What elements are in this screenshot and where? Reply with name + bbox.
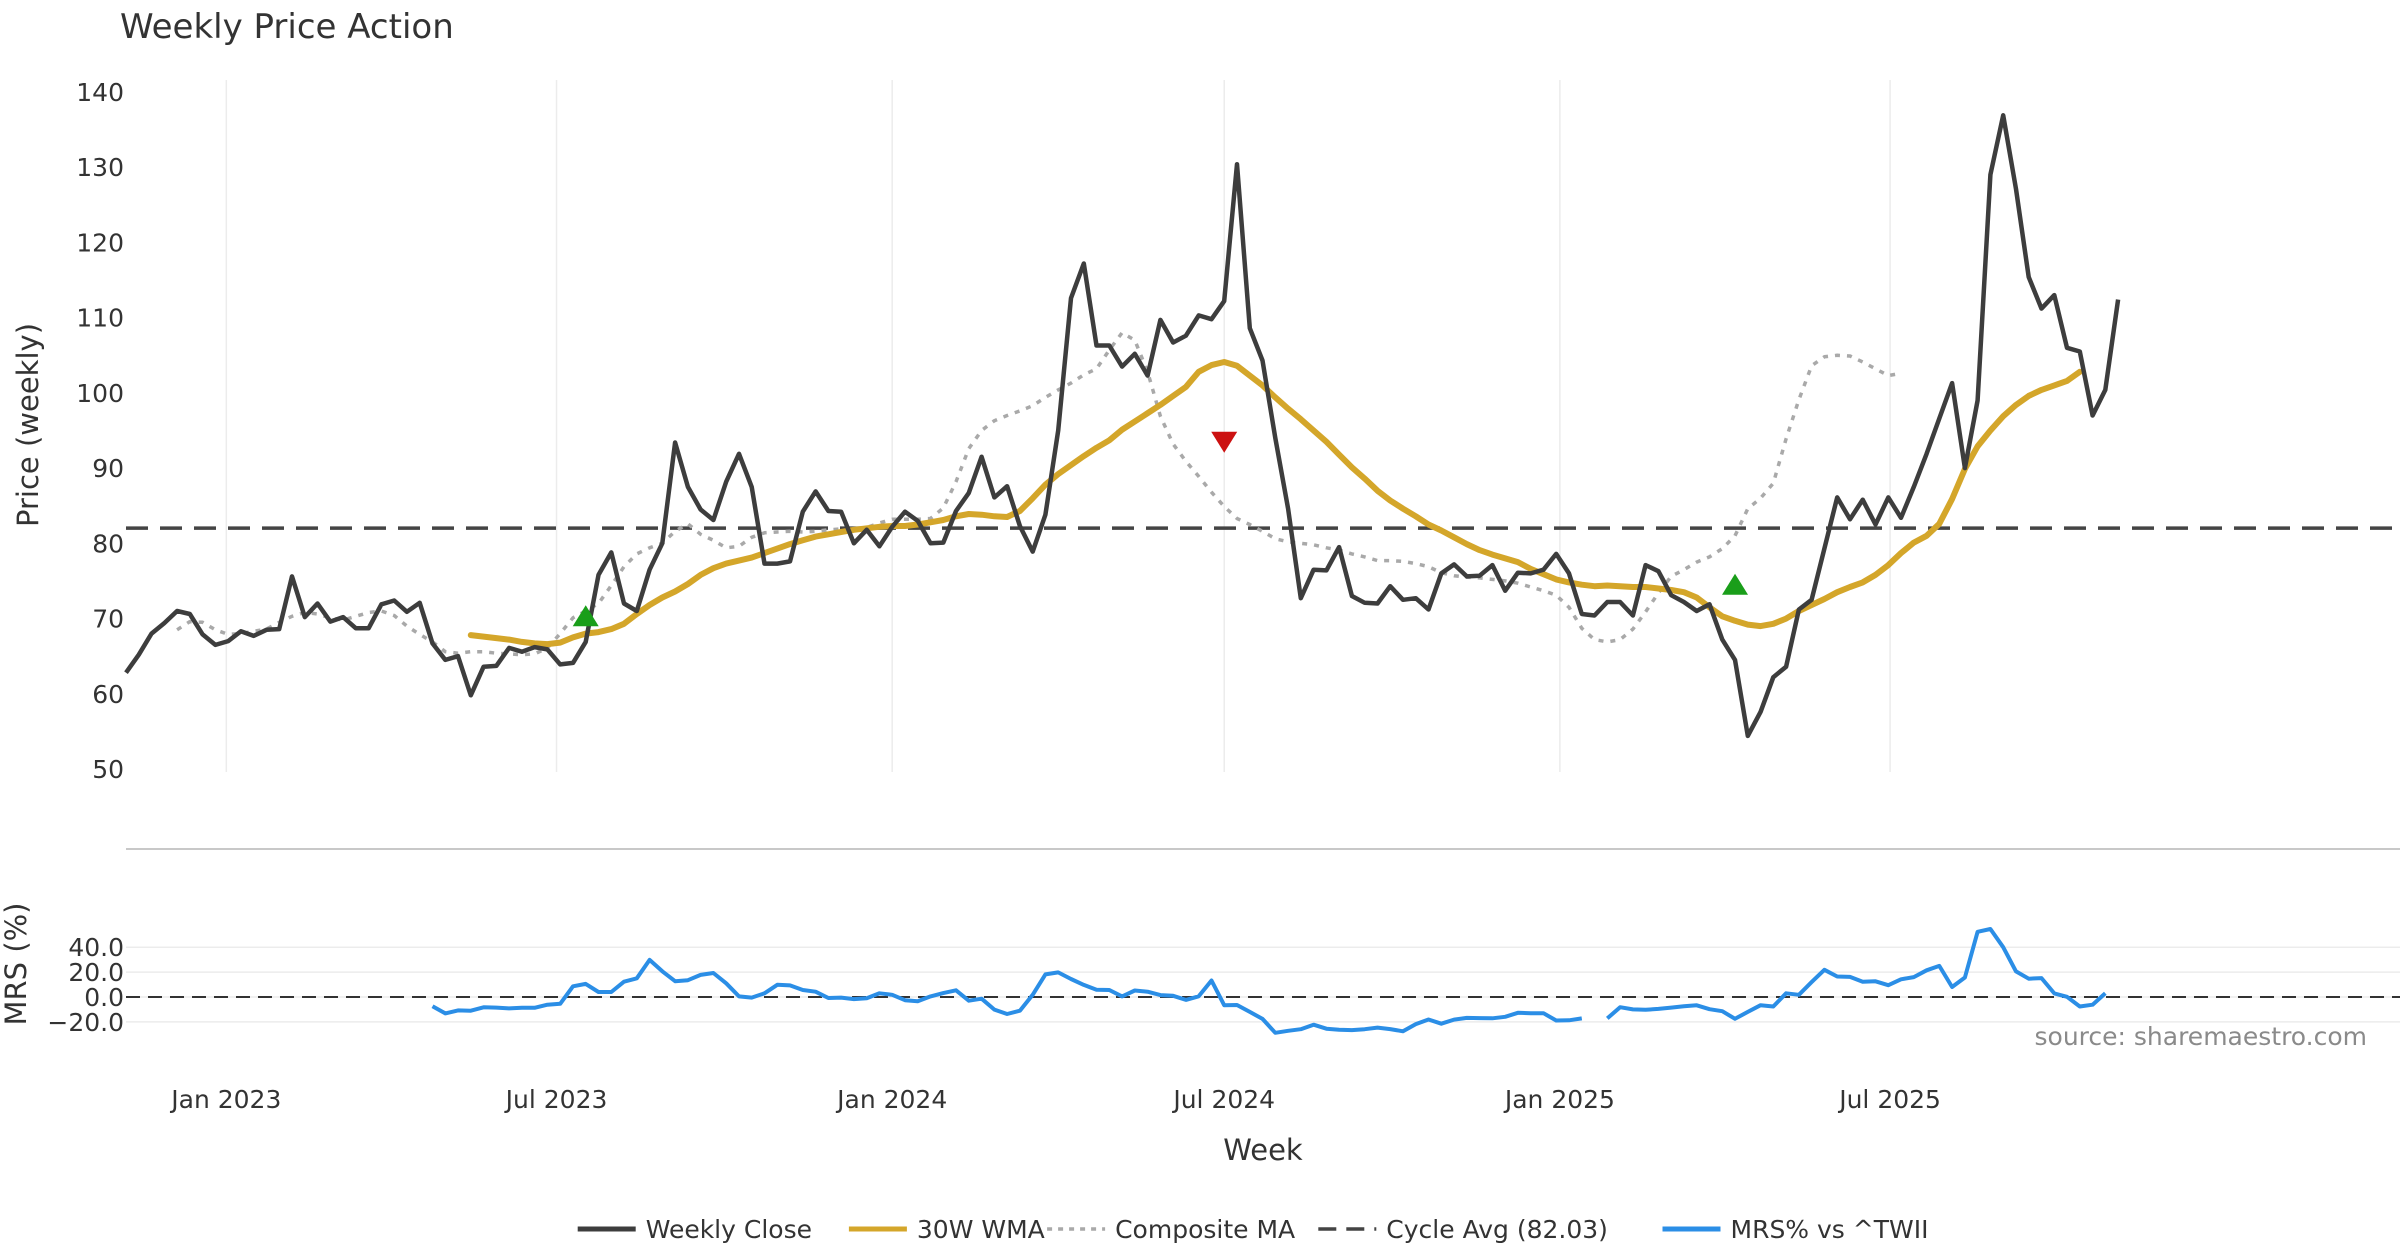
price-y-tick-label: 90 bbox=[92, 454, 124, 483]
buy-signal-marker bbox=[1722, 573, 1749, 595]
x-tick-label: Jan 2023 bbox=[169, 1085, 281, 1114]
x-axis-label: Week bbox=[1223, 1133, 1303, 1167]
x-tick-label: Jul 2024 bbox=[1171, 1085, 1275, 1114]
price-y-tick-label: 120 bbox=[76, 228, 124, 257]
composite-ma-line bbox=[176, 330, 1902, 657]
x-tick-label: Jul 2025 bbox=[1837, 1085, 1941, 1114]
mrs-y-axis-ticks: −20.00.020.040.0 bbox=[47, 933, 124, 1037]
legend-label: Composite MA bbox=[1115, 1215, 1295, 1244]
x-tick-label: Jul 2023 bbox=[504, 1085, 608, 1114]
price-y-tick-label: 70 bbox=[92, 605, 124, 634]
mrs-y-tick-label: −20.0 bbox=[47, 1008, 124, 1037]
source-note: source: sharemaestro.com bbox=[2035, 1022, 2368, 1051]
price-y-tick-label: 100 bbox=[76, 379, 124, 408]
price-y-tick-label: 110 bbox=[76, 304, 124, 333]
price-y-tick-label: 60 bbox=[92, 680, 124, 709]
mrs-line bbox=[431, 927, 2107, 1035]
price-y-axis-label: Price (weekly) bbox=[11, 323, 45, 527]
price-y-tick-label: 50 bbox=[92, 755, 124, 784]
mrs-y-tick-label: 0.0 bbox=[84, 983, 124, 1012]
mrs-y-tick-label: 20.0 bbox=[68, 958, 124, 987]
mrs-y-tick-label: 40.0 bbox=[68, 933, 124, 962]
legend: Weekly Close 30W WMA Composite MA Cycle Avg… bbox=[577, 1215, 1929, 1244]
legend-label: MRS% vs ^TWII bbox=[1731, 1215, 1929, 1244]
legend-label: Cycle Avg (82.03) bbox=[1386, 1215, 1608, 1244]
chart-title: Weekly Price Action bbox=[120, 7, 454, 47]
x-tick-label: Jan 2025 bbox=[1503, 1085, 1615, 1114]
buy-signal-marker bbox=[572, 605, 599, 627]
mrs-y-axis-label: MRS (%) bbox=[0, 903, 33, 1026]
price-panel-gridlines bbox=[225, 80, 1891, 772]
legend-label: 30W WMA bbox=[917, 1215, 1045, 1244]
price-y-axis-ticks: 50 60 70 80 90 100 110 120 130 140 bbox=[76, 78, 124, 784]
signal-markers bbox=[572, 431, 1749, 627]
x-axis-ticks: Jan 2023 Jul 2023 Jan 2024 Jul 2024 Jan 2025… bbox=[169, 1085, 1941, 1114]
x-tick-label: Jan 2024 bbox=[835, 1085, 947, 1114]
price-y-tick-label: 140 bbox=[76, 78, 124, 107]
weekly-close-line bbox=[124, 113, 2121, 739]
wma-30w-line bbox=[467, 359, 2083, 648]
sell-signal-marker bbox=[1211, 431, 1238, 453]
price-y-tick-label: 130 bbox=[76, 153, 124, 182]
price-y-tick-label: 80 bbox=[92, 529, 124, 558]
legend-label: Weekly Close bbox=[646, 1215, 812, 1244]
